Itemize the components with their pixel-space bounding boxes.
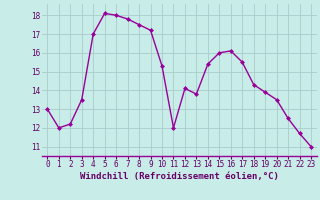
X-axis label: Windchill (Refroidissement éolien,°C): Windchill (Refroidissement éolien,°C) [80,172,279,181]
